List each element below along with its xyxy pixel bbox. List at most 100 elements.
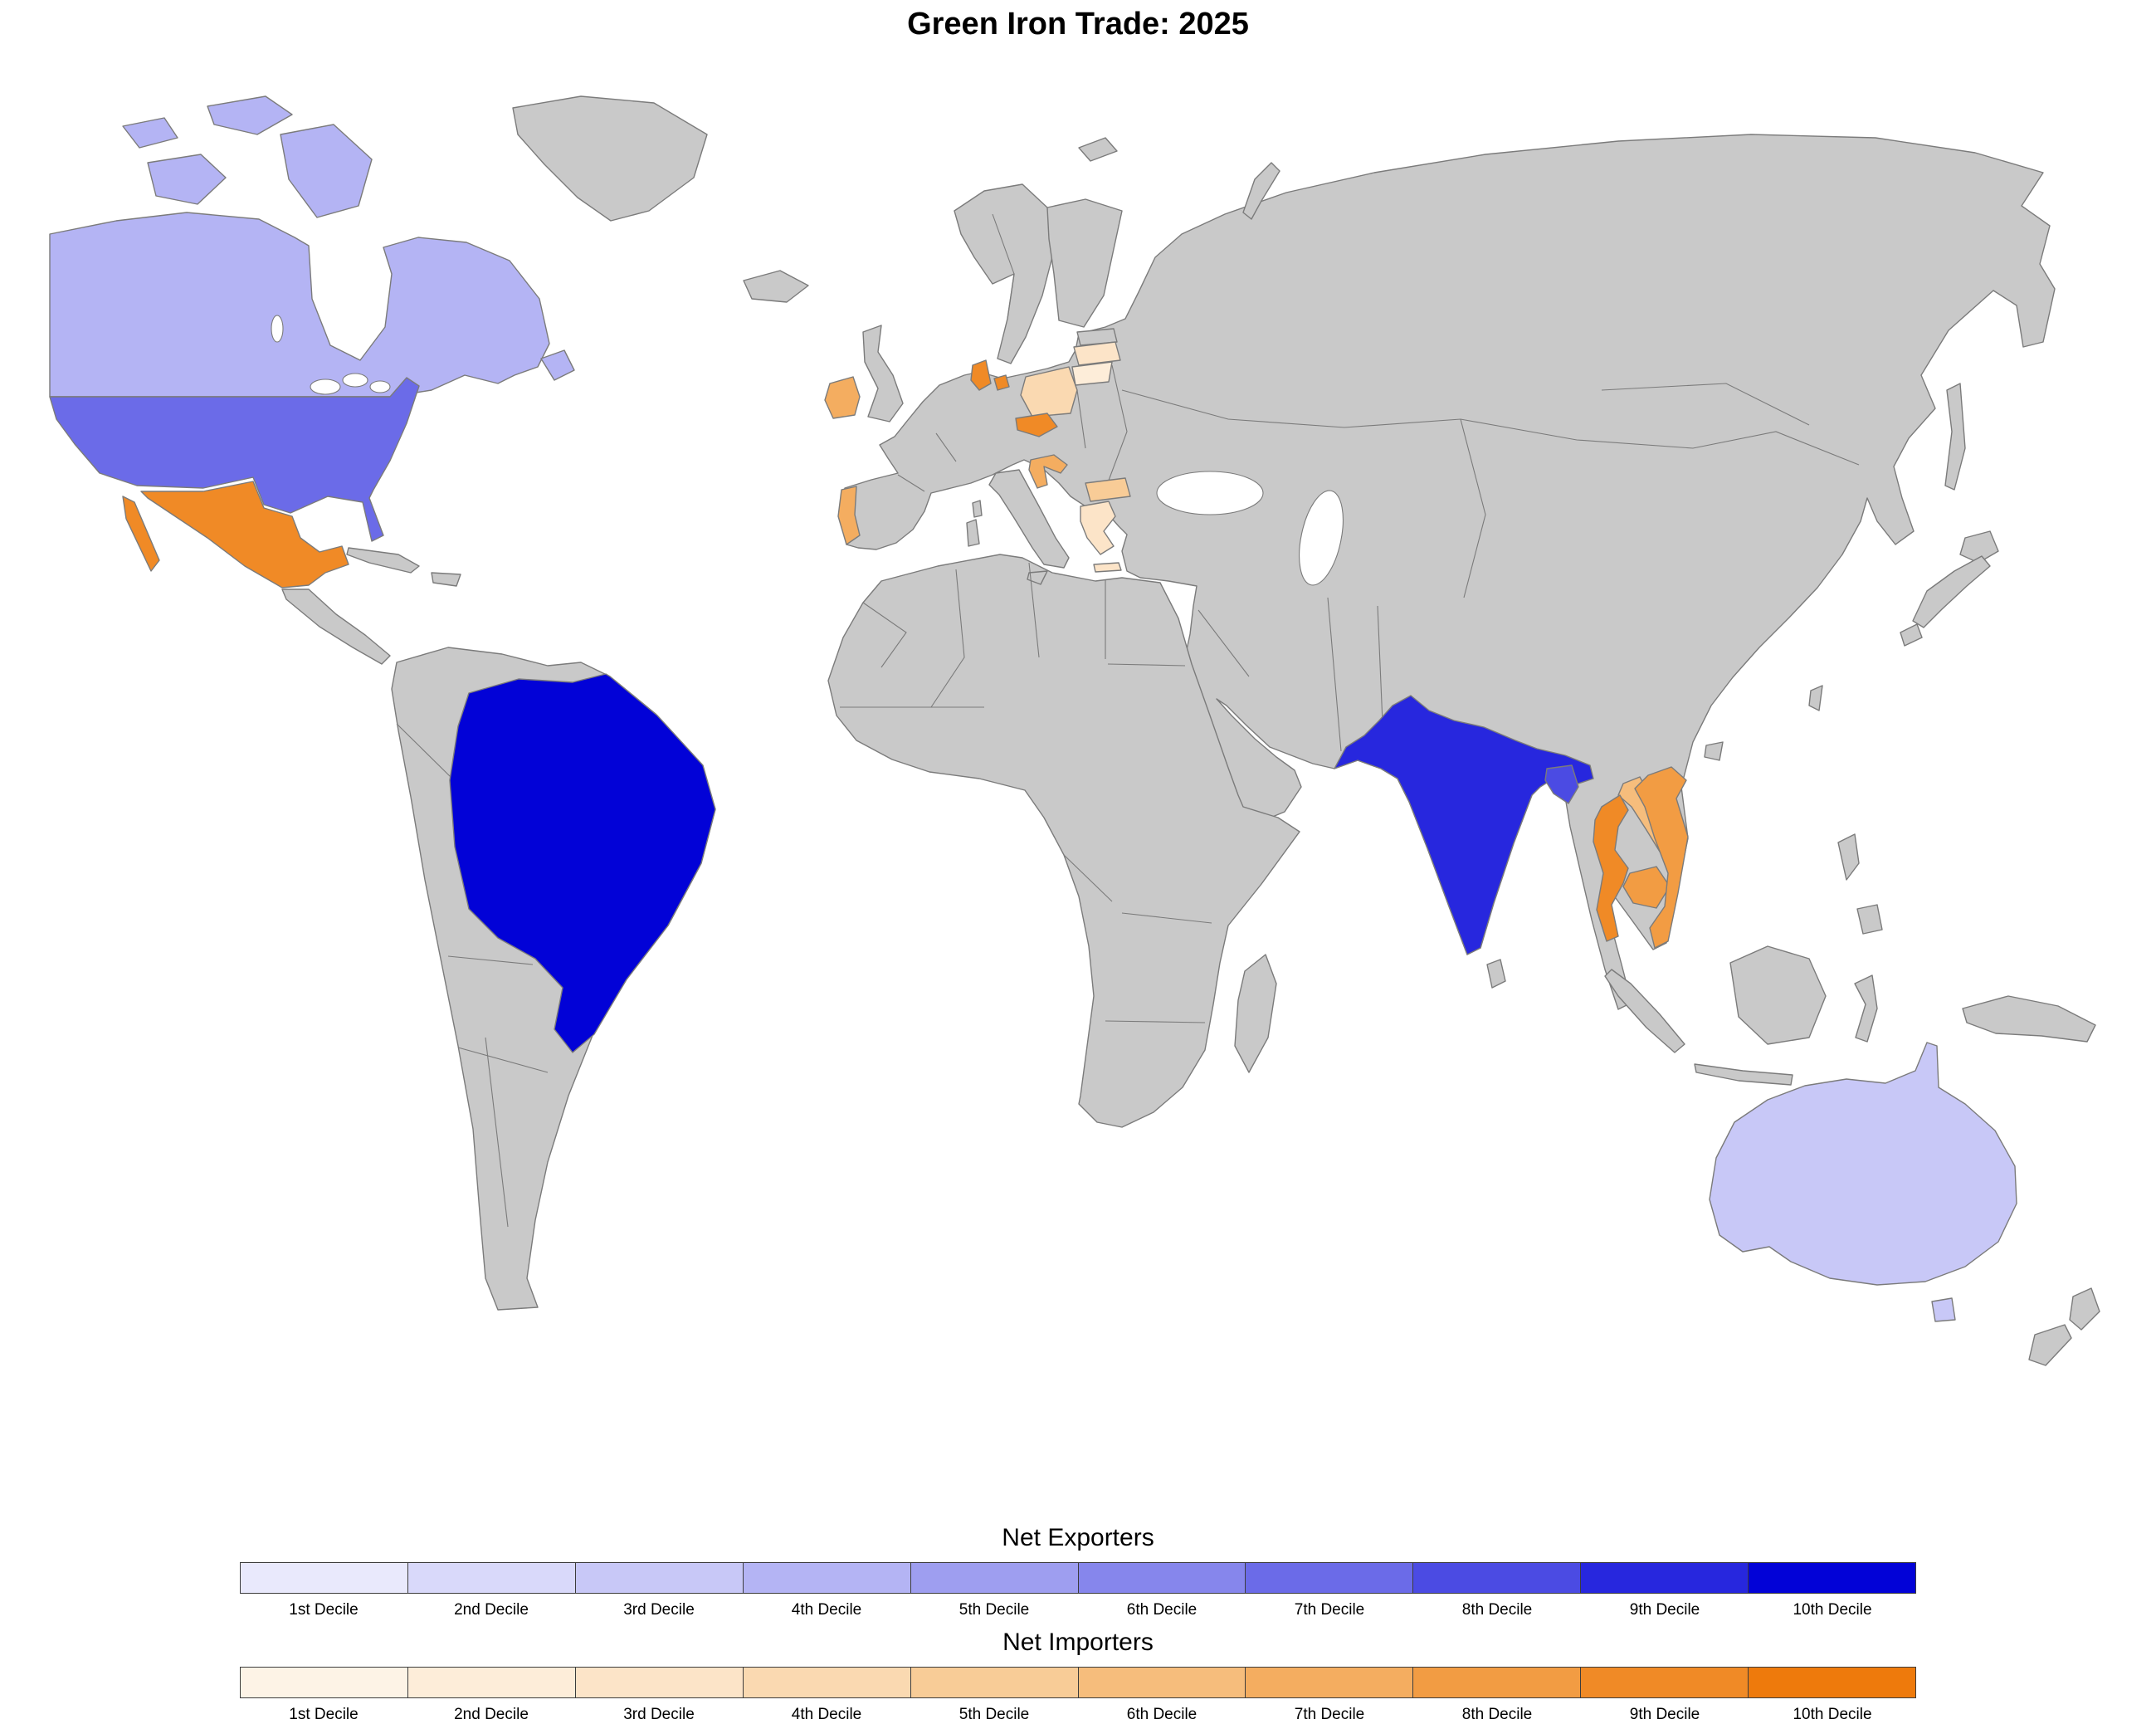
- legend-colorbar-exporters: [240, 1562, 1916, 1594]
- lake-superior: [310, 378, 341, 395]
- island-taiwan: [1808, 685, 1823, 711]
- island-sakhalin: [1944, 383, 1966, 491]
- island-sardinia: [966, 519, 980, 547]
- legend-labels-importers: 1st Decile 2nd Decile 3rd Decile 4th Decile…: [240, 1698, 1916, 1724]
- border-lines-europe: [897, 213, 1015, 492]
- country-denmark: [970, 359, 992, 391]
- legend-segment: [1412, 1563, 1581, 1593]
- country-australia: [1709, 1042, 2017, 1286]
- legend-segment: [407, 1563, 575, 1593]
- country-greece-crete: [1093, 562, 1122, 573]
- legend-decile-label: 10th Decile: [1793, 1706, 1872, 1723]
- legend-decile-label: 6th Decile: [1126, 1601, 1198, 1619]
- legend-decile-label: 4th Decile: [791, 1601, 862, 1619]
- legend-decile-label: 5th Decile: [958, 1706, 1030, 1723]
- island-sri-lanka: [1486, 959, 1506, 989]
- island-java: [1694, 1063, 1793, 1086]
- legend-decile-label: 6th Decile: [1126, 1706, 1198, 1723]
- legend-decile-label: 4th Decile: [791, 1706, 862, 1723]
- legend-segment: [1412, 1668, 1581, 1697]
- legend-decile-label: 10th Decile: [1793, 1601, 1872, 1619]
- legend-segment: [1245, 1668, 1413, 1697]
- chart-title: Green Iron Trade: 2025: [907, 7, 1249, 42]
- country-canada-newfoundland: [540, 349, 575, 381]
- country-united-states: [49, 377, 420, 542]
- legend-segment: [574, 1563, 743, 1593]
- legend-segment: [574, 1668, 743, 1697]
- country-poland: [1020, 366, 1078, 418]
- country-czechia: [1015, 413, 1058, 437]
- legend-segment: [1580, 1563, 1749, 1593]
- legend-segment: [742, 1563, 910, 1593]
- legend-decile-label: 7th Decile: [1294, 1706, 1365, 1723]
- country-canada-victoria: [147, 154, 227, 205]
- island-novaya-zemlya: [1242, 162, 1280, 220]
- landmass-scandinavia: [954, 183, 1055, 364]
- island-madagascar: [1234, 954, 1277, 1073]
- country-canada-banks: [122, 117, 178, 149]
- island-cuba: [346, 547, 420, 574]
- legend-segment: [407, 1668, 575, 1697]
- border-lines-africa: [840, 562, 1212, 1023]
- legend-segment: [241, 1563, 407, 1593]
- island-hispaniola: [431, 572, 461, 587]
- legend-decile-label: 3rd Decile: [623, 1706, 695, 1723]
- legend-decile-label: 7th Decile: [1294, 1601, 1365, 1619]
- legend-colorbar-importers: [240, 1667, 1916, 1698]
- legend-title-importers: Net Importers: [1002, 1629, 1154, 1656]
- island-sulawesi: [1854, 974, 1878, 1043]
- legend-decile-label: 8th Decile: [1461, 1601, 1533, 1619]
- country-bulgaria: [1085, 477, 1131, 502]
- country-canada-baffin: [280, 124, 373, 218]
- country-ireland: [824, 376, 861, 419]
- island-corsica: [972, 500, 983, 518]
- border-lines-asia: [1076, 364, 1860, 763]
- legend-segment: [1748, 1668, 1916, 1697]
- island-mindanao: [1856, 904, 1883, 935]
- sea-caspian-sea: [1299, 490, 1344, 586]
- lake-huron: [342, 373, 368, 388]
- island-borneo: [1729, 945, 1827, 1045]
- island-iceland: [743, 270, 809, 303]
- country-australia-tasmania: [1931, 1297, 1956, 1322]
- legend-segment: [910, 1563, 1078, 1593]
- country-latvia: [1073, 341, 1121, 366]
- legend-decile-label: 1st Decile: [289, 1601, 359, 1619]
- island-new-guinea: [1962, 995, 2096, 1043]
- sea-black-sea: [1156, 471, 1264, 515]
- legend-segment: [1580, 1668, 1749, 1697]
- country-croatia: [1028, 454, 1068, 489]
- country-portugal: [837, 486, 861, 545]
- border-lines-south-america: [396, 723, 549, 1228]
- landmass-africa: [827, 554, 1300, 1128]
- island-honshu: [1912, 555, 1991, 628]
- country-bangladesh: [1544, 764, 1579, 804]
- legend-decile-label: 2nd Decile: [454, 1706, 529, 1723]
- country-lithuania: [1071, 361, 1113, 386]
- country-cambodia: [1622, 866, 1671, 909]
- island-sumatra: [1604, 969, 1685, 1053]
- island-luzon: [1837, 833, 1860, 881]
- legend-segment: [1077, 1563, 1246, 1593]
- island-kyushu: [1900, 623, 1923, 647]
- legend-decile-label: 1st Decile: [289, 1706, 359, 1723]
- country-brazil: [449, 673, 716, 1053]
- island-great-britain: [862, 325, 904, 422]
- country-mexico: [140, 481, 349, 589]
- legend-decile-label: 8th Decile: [1461, 1706, 1533, 1723]
- country-estonia: [1076, 328, 1118, 346]
- legend-decile-label: 5th Decile: [958, 1601, 1030, 1619]
- legend-segment: [910, 1668, 1078, 1697]
- country-thailand: [1593, 794, 1629, 942]
- legend-segment: [241, 1668, 407, 1697]
- country-canada: [49, 212, 550, 398]
- landmass-greenland: [512, 95, 708, 222]
- legend-segment: [1077, 1668, 1246, 1697]
- legend-title-exporters: Net Exporters: [1002, 1524, 1154, 1551]
- lake-winnipeg: [271, 315, 284, 343]
- island-hokkaido: [1959, 530, 1999, 564]
- island-nz-north: [2069, 1287, 2100, 1331]
- legend-decile-label: 2nd Decile: [454, 1601, 529, 1619]
- island-hainan: [1704, 741, 1724, 761]
